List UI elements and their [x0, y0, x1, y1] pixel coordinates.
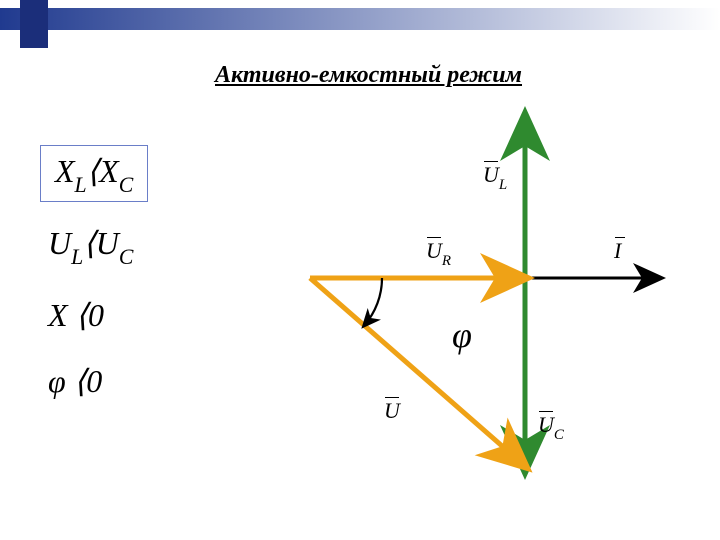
page-title: Активно-емкостный режим	[215, 62, 522, 89]
formula-line3: X ⟨0	[48, 296, 104, 334]
label-I: I	[614, 238, 621, 264]
label-UL: UL	[483, 162, 507, 192]
label-UC: UC	[538, 412, 564, 442]
formula-line4: φ ⟨0	[48, 362, 102, 400]
label-U: U	[384, 398, 400, 424]
label-phi: φ	[452, 314, 472, 356]
label-UR: UR	[426, 238, 451, 268]
header-band	[0, 0, 720, 48]
formula-line2: UL⟨UC	[48, 224, 133, 267]
formula-boxed: XL⟨XC	[40, 145, 148, 202]
vector-diagram: UR I UL UC U φ	[280, 100, 700, 520]
